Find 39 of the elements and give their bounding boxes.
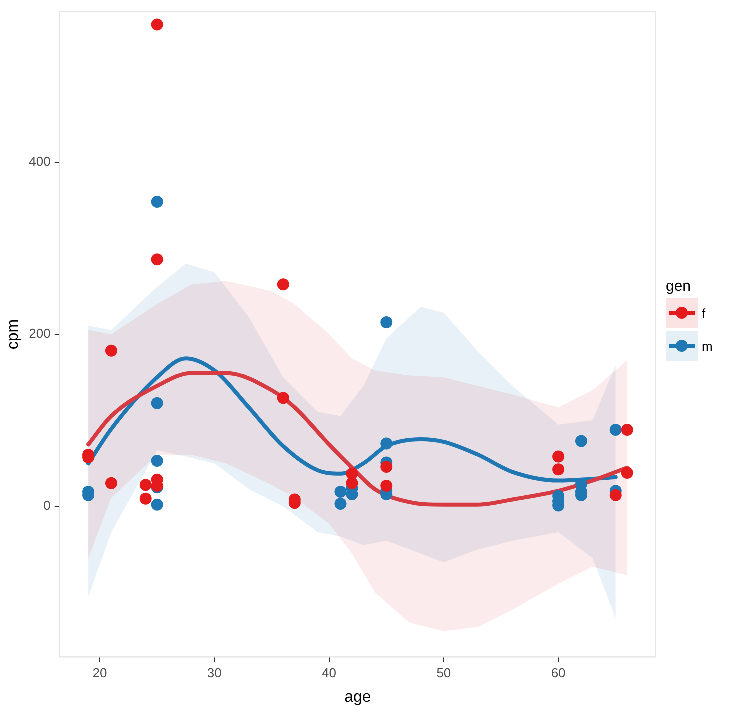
point [380,438,393,450]
point [380,480,393,492]
point [140,492,152,505]
point [105,477,118,490]
point [151,196,164,208]
point [151,397,164,410]
x-tick-label: 20 [92,666,108,681]
point [610,489,622,502]
x-tick-label: 60 [551,666,566,681]
point [380,461,393,474]
x-tick-label: 30 [207,666,222,681]
point [621,424,634,436]
point [575,435,588,448]
y-axis-title: cpm [5,319,22,350]
point [277,392,290,404]
point [151,18,164,31]
point [151,254,164,266]
x-tick-label: 40 [322,666,337,681]
legend-label: f [702,306,706,320]
point [334,498,347,510]
point [552,450,565,463]
point [277,278,290,291]
point [151,498,164,511]
point [610,424,622,436]
x-tick-label: 50 [436,666,452,681]
y-tick-label: 200 [29,326,51,342]
point [380,316,393,328]
point [151,455,164,467]
y-tick-label: 400 [29,154,51,169]
legend-label: m [702,338,713,354]
point [140,479,152,492]
point [105,344,118,357]
legend-title: gen [666,278,692,295]
point [334,486,347,498]
point [346,477,358,490]
point [621,467,634,480]
x-axis-title: age [344,688,372,706]
y-tick-label: 0 [44,498,51,514]
point [552,464,565,476]
